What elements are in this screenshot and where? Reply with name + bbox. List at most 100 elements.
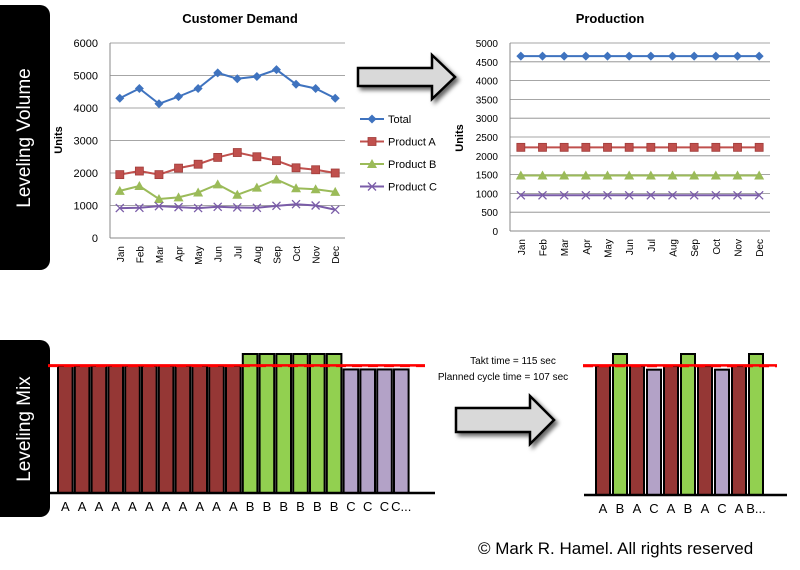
product-label: B [263,499,272,514]
data-point [311,201,321,210]
data-point [213,202,223,212]
data-point [538,142,547,152]
y-tick-label: 1000 [476,189,499,200]
product-bar-A [107,364,125,494]
data-point [668,51,677,61]
product-bar-A [73,364,91,494]
production-chart: 0 500 1000 1500 2000 2500 3000 3500 4000 4500 5000… [476,39,770,258]
product-label: B [616,501,625,516]
product-label: A [633,501,642,516]
product-bar-B [680,353,696,496]
data-point [732,170,743,180]
product-bar-C [376,368,393,495]
legend-marker [367,159,377,168]
product-bar-B [748,353,764,496]
product-label: C... [391,499,411,514]
product-label: A [162,499,171,514]
data-point [134,166,144,176]
y-tick-label: 4500 [476,58,499,69]
product-label: B... [746,501,766,516]
data-point [515,170,526,180]
data-point [624,190,634,200]
x-tick-label: Mar [560,238,571,256]
product-bar-A [595,365,611,496]
data-point [173,192,184,202]
product-label: B [246,499,255,514]
product-bar-C [393,368,410,495]
y-tick-label: 0 [92,233,98,245]
y-tick-label: 6000 [74,38,98,50]
product-label: A [735,501,744,516]
data-point [114,185,125,195]
data-point [624,170,635,180]
data-point [193,203,203,213]
data-point [602,170,613,180]
data-point [134,203,144,213]
series-line [119,68,336,105]
product-label: B [296,499,305,514]
y-tick-label: 3000 [476,114,499,125]
data-point [115,203,125,213]
data-point [330,186,341,196]
data-point [232,74,242,84]
data-point [689,170,700,180]
product-bar-B [275,353,292,494]
y-tick-label: 2000 [476,152,499,163]
x-tick-label: May [604,239,615,258]
product-label: C [717,501,726,516]
data-point [733,142,742,152]
data-point [330,93,340,103]
y-tick-label: 500 [481,208,498,219]
product-label: A [145,499,154,514]
data-point [232,148,242,157]
y-tick-label: 1500 [476,171,499,182]
data-point [538,190,547,200]
arrow-right-icon [356,52,457,102]
y-tick-label: 5000 [476,39,499,50]
data-point [252,71,262,81]
data-point [174,92,184,102]
product-label: C [649,501,658,516]
legend-marker [367,114,377,124]
data-point [581,190,591,200]
product-label: A [128,499,137,514]
x-tick-label: Nov [734,239,745,257]
series-line [119,151,336,176]
data-point [559,170,570,180]
data-point [174,163,183,173]
data-point [232,189,243,199]
data-point [271,65,281,75]
data-point [232,202,242,212]
legend-label: Product B [388,159,436,171]
data-point [272,156,281,166]
data-point [252,203,262,213]
data-point [689,190,699,200]
data-point [213,68,223,78]
x-tick-label: Dec [331,246,342,264]
legend-marker [367,182,377,191]
data-point [330,205,340,215]
demand-y-axis-label: Units [53,126,65,154]
product-label: B [330,499,339,514]
data-point [668,142,677,152]
data-point [134,84,144,93]
series-line [119,178,336,201]
product-label: A [667,501,676,516]
x-tick-label: Jun [625,239,636,255]
legend-marker [367,137,377,146]
x-tick-label: Sep [272,246,283,264]
product-bar-A [174,364,192,494]
product-label: B [313,499,322,514]
x-tick-label: Nov [312,246,323,264]
y-tick-label: 3000 [74,136,98,148]
data-point [733,51,742,61]
product-bar-A [697,365,713,496]
data-point [174,202,184,212]
data-point [193,187,204,197]
product-label: C [380,499,389,514]
data-point [689,142,699,152]
data-point [646,51,656,61]
data-point [711,142,721,152]
data-point [291,199,301,209]
